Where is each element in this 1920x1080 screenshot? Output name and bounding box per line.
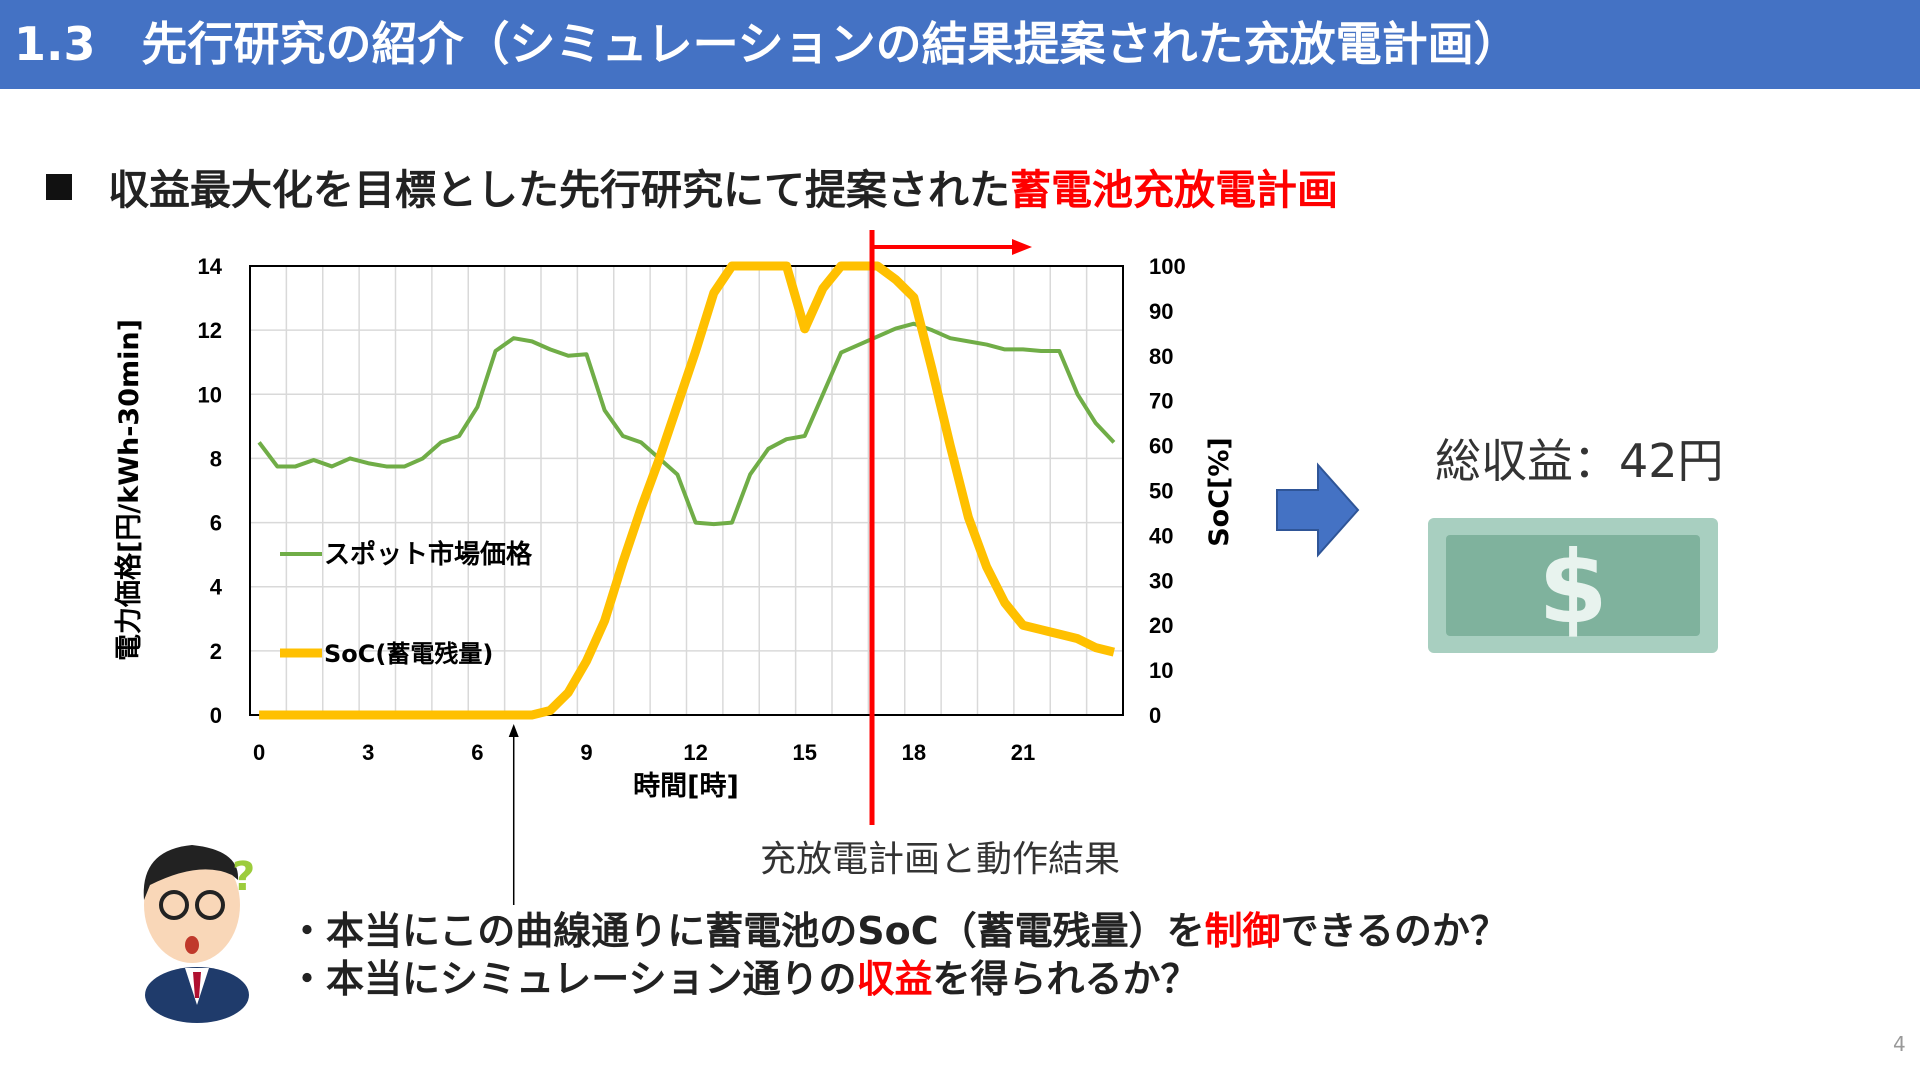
x-tick-label: 0 (253, 740, 265, 765)
person-tie (193, 972, 201, 998)
square-bullet-icon (46, 174, 72, 200)
glasses-icon (159, 890, 189, 920)
y2-tick-label: 80 (1149, 344, 1173, 369)
chart-caption: 充放電計画と動作結果 (760, 839, 1121, 880)
page-number: 4 (1893, 1032, 1906, 1056)
x-axis-title: 時間[時] (633, 771, 739, 802)
x-tick-label: 6 (471, 740, 483, 765)
y2-tick-label: 100 (1149, 254, 1186, 279)
person-hair (143, 845, 239, 900)
y2-tick-label: 50 (1149, 479, 1173, 504)
plot-area (249, 265, 1124, 716)
question-mark-icon: ? (232, 854, 255, 900)
x-tick-label: 18 (902, 740, 926, 765)
y2-tick-label: 30 (1149, 568, 1173, 593)
y-tick-label: 8 (210, 446, 222, 471)
subtitle-text: 収益最大化を目標とした先行研究にて提案された (108, 166, 1010, 214)
dollar-bill-inner (1446, 535, 1700, 636)
dollar-sign-icon: $ (1538, 529, 1608, 646)
y2-tick-label: 20 (1149, 613, 1173, 638)
glasses-icon (195, 890, 225, 920)
y2-tick-label: 10 (1149, 658, 1173, 683)
slide-title: 1.3 先行研究の紹介（シミュレーションの結果提案された充放電計画） (0, 0, 1920, 89)
x-tick-label: 21 (1011, 740, 1035, 765)
y2-tick-label: 60 (1149, 434, 1173, 459)
x-tick-label: 3 (362, 740, 374, 765)
y-tick-label: 14 (198, 254, 223, 279)
y2-tick-label: 0 (1149, 703, 1161, 728)
x-tick-label: 9 (580, 740, 592, 765)
y-tick-label: 4 (210, 575, 223, 600)
series-line-soc (259, 261, 1115, 720)
y2-tick-label: 90 (1149, 299, 1173, 324)
block-arrow-right-icon (1276, 462, 1360, 558)
subtitle-highlight: 蓄電池充放電計画 (1010, 166, 1338, 214)
y2-axis-title: SoC[%] (1204, 437, 1235, 547)
person-mouth (185, 936, 199, 954)
subtitle: 収益最大化を目標とした先行研究にて提案された蓄電池充放電計画 (46, 156, 1338, 216)
question-1: ・本当にこの曲線通りに蓄電池のSoC（蓄電残量）を制御できるのか？ (288, 909, 1508, 953)
x-tick-label: 12 (683, 740, 707, 765)
total-profit: 総収益：42円 (1435, 434, 1724, 488)
y-tick-label: 6 (210, 511, 222, 536)
legend-label: スポット市場価格 (324, 539, 533, 570)
y-tick-label: 0 (210, 703, 222, 728)
question-2: ・本当にシミュレーション通りの収益を得られるか？ (288, 957, 1199, 1001)
legend-label: SoC(蓄電残量) (324, 640, 493, 668)
y-tick-label: 2 (210, 639, 222, 664)
y-axis-title: 電力価格[円/kWh-30min] (114, 319, 145, 661)
series-line-price (257, 321, 1116, 527)
y-tick-label: 10 (198, 382, 222, 407)
y2-tick-label: 70 (1149, 389, 1173, 414)
arrow-right-icon (1012, 239, 1032, 255)
arrow-up-icon (508, 724, 519, 737)
y2-tick-label: 40 (1149, 523, 1173, 548)
y-tick-label: 12 (198, 318, 222, 343)
x-tick-label: 15 (792, 740, 816, 765)
